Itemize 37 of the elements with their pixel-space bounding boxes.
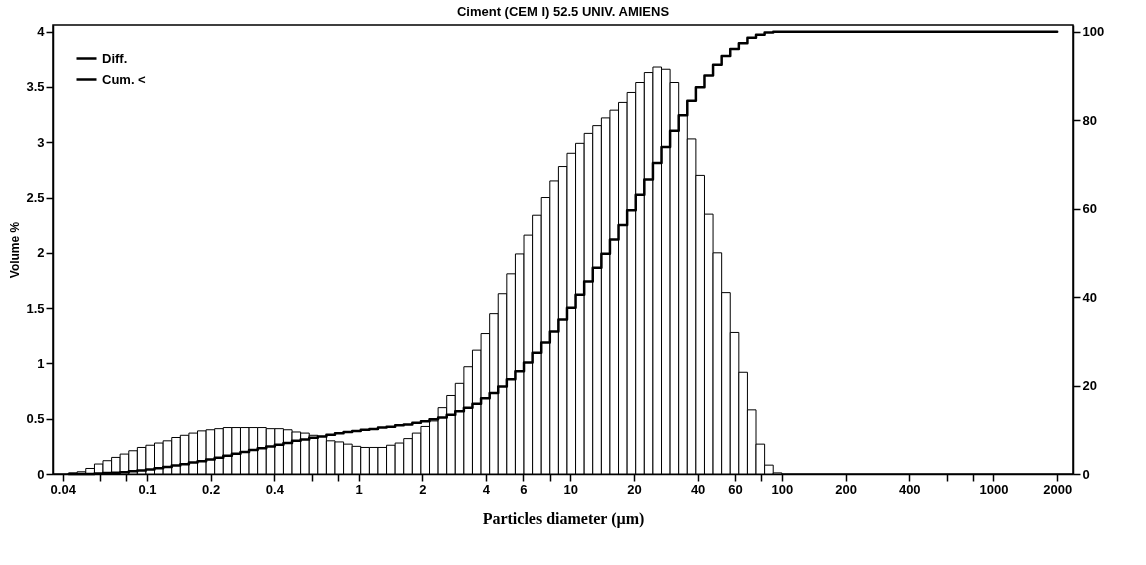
y2-tick-label: 0 <box>1082 466 1090 482</box>
x-tick-label: 6 <box>520 481 528 497</box>
x-tick-label: 0.1 <box>138 481 157 497</box>
y2-tick-label: 20 <box>1082 378 1097 394</box>
x-tick-label: 2 <box>419 481 427 497</box>
x-tick-label: 1 <box>355 481 363 497</box>
y-axis-title: Volume % <box>8 221 23 279</box>
y-tick-label: 2 <box>37 245 45 261</box>
x-tick-label: 0.04 <box>50 481 77 497</box>
y-tick-label: 1 <box>37 355 45 371</box>
x-axis-title: Particles diameter (µm) <box>482 509 645 528</box>
chart-title: Ciment (CEM I) 52.5 UNIV. AMIENS <box>456 4 670 19</box>
x-tick-label: 4 <box>482 481 491 497</box>
x-tick-label: 20 <box>627 481 642 497</box>
legend-label: Diff. <box>102 50 128 66</box>
y-tick-label: 0.5 <box>26 411 45 427</box>
x-tick-label: 60 <box>728 481 743 497</box>
y-tick-label: 2.5 <box>26 190 45 206</box>
x-tick-label: 200 <box>835 481 857 497</box>
x-tick-label: 100 <box>771 481 794 497</box>
y2-tick-label: 100 <box>1082 24 1105 40</box>
x-tick-label: 2000 <box>1043 481 1073 497</box>
y-tick-label: 3.5 <box>26 79 45 95</box>
x-tick-label: 400 <box>898 481 921 497</box>
legend-label: Cum. < <box>102 71 147 87</box>
x-tick-label: 40 <box>690 481 706 497</box>
y-tick-label: 4 <box>37 24 46 40</box>
y-tick-label: 1.5 <box>26 300 45 316</box>
y-tick-label: 3 <box>37 134 45 150</box>
x-tick-label: 10 <box>563 481 578 497</box>
y2-tick-label: 40 <box>1082 289 1097 305</box>
x-tick-label: 1000 <box>979 481 1009 497</box>
x-tick-label: 0.2 <box>202 481 221 497</box>
y2-tick-label: 60 <box>1082 201 1097 217</box>
y-tick-label: 0 <box>37 466 45 482</box>
y2-tick-label: 80 <box>1082 112 1097 128</box>
x-tick-label: 0.4 <box>265 481 285 497</box>
